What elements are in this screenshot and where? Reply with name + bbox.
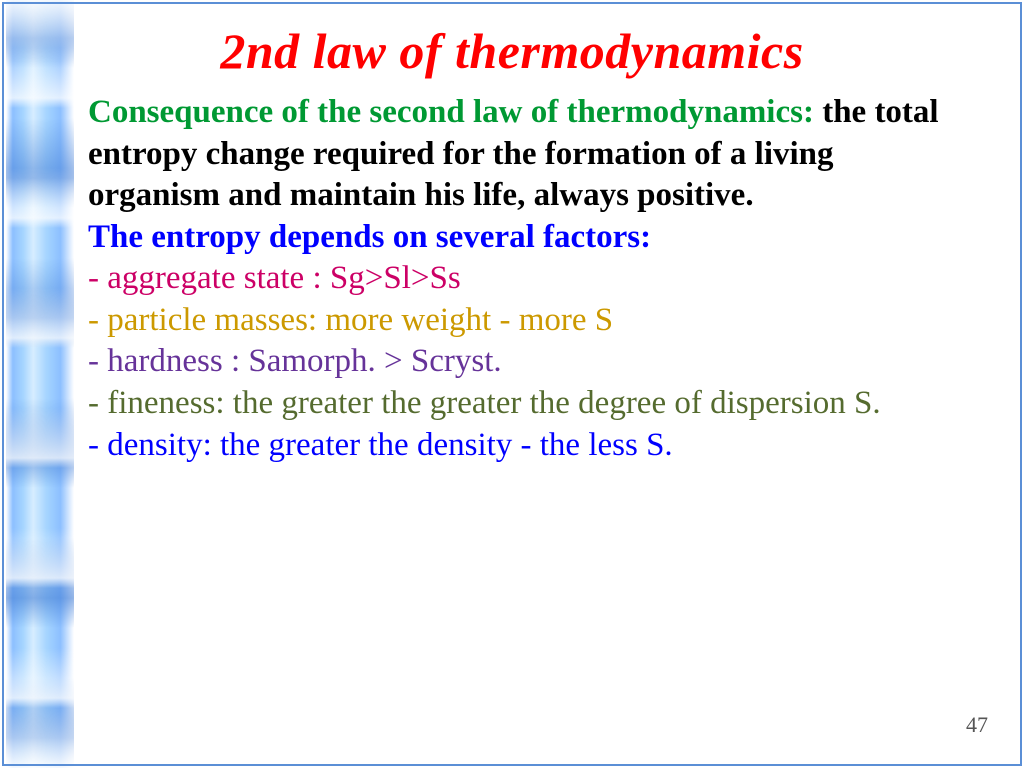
factor-particle-masses: - particle masses: more weight - more S bbox=[88, 300, 958, 342]
slide-body: Consequence of the second law of thermod… bbox=[88, 92, 958, 466]
factor-density: - density: the greater the density - the… bbox=[88, 425, 958, 467]
decorative-left-stripe bbox=[6, 0, 74, 768]
factor-fineness: - fineness: the greater the greater the … bbox=[88, 383, 958, 425]
factors-heading: The entropy depends on several factors: bbox=[88, 217, 958, 259]
lead-paragraph: Consequence of the second law of thermod… bbox=[88, 92, 958, 217]
slide-title: 2nd law of thermodynamics bbox=[0, 22, 1024, 80]
factor-aggregate-state: - aggregate state : Sg>Sl>Ss bbox=[88, 258, 958, 300]
page-number: 47 bbox=[966, 712, 988, 738]
lead-green-text: Consequence of the second law of thermod… bbox=[88, 94, 814, 130]
factor-hardness: - hardness : Samorph. > Scryst. bbox=[88, 341, 958, 383]
